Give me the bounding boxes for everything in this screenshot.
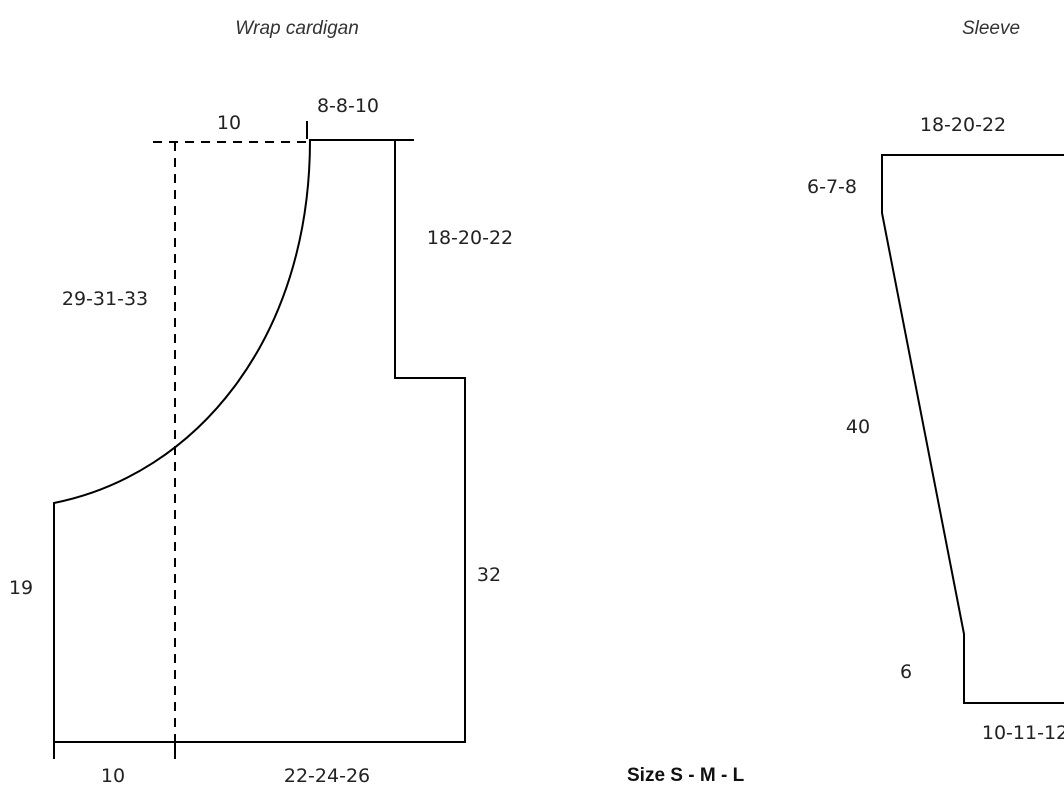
armhole-depth-label: 18-20-22 (427, 227, 513, 249)
side-length-label: 32 (477, 564, 501, 586)
shoulder-label: 8-8-10 (317, 95, 379, 117)
bottom-width-label: 22-24-26 (284, 765, 370, 787)
bottom-overlap-label: 10 (101, 765, 125, 787)
sleeve-title: Sleeve (962, 18, 1020, 39)
sleeve-cuff-height-label: 6 (900, 661, 912, 683)
sleeve-outline (881, 154, 1064, 704)
sleeve-cuff-width-label: 10-11-12 (982, 722, 1064, 744)
sleeve-schematic: Sleeve 18-20-22 6-7-8 40 6 10-11-12 (807, 18, 1064, 744)
sleeve-length-label: 40 (846, 416, 870, 438)
sleeve-top-width-label: 18-20-22 (920, 114, 1006, 136)
size-legend: Size S - M - L (627, 765, 745, 786)
cardigan-title: Wrap cardigan (235, 18, 359, 39)
cardigan-schematic: Wrap cardigan 10 8-8-10 18-20-22 29-31-3… (9, 18, 513, 787)
lower-front-label: 19 (9, 577, 33, 599)
front-edge-label: 29-31-33 (62, 288, 148, 310)
sleeve-cap-height-label: 6-7-8 (807, 176, 857, 198)
cardigan-outline (53, 139, 466, 743)
top-overlap-label: 10 (217, 112, 241, 134)
